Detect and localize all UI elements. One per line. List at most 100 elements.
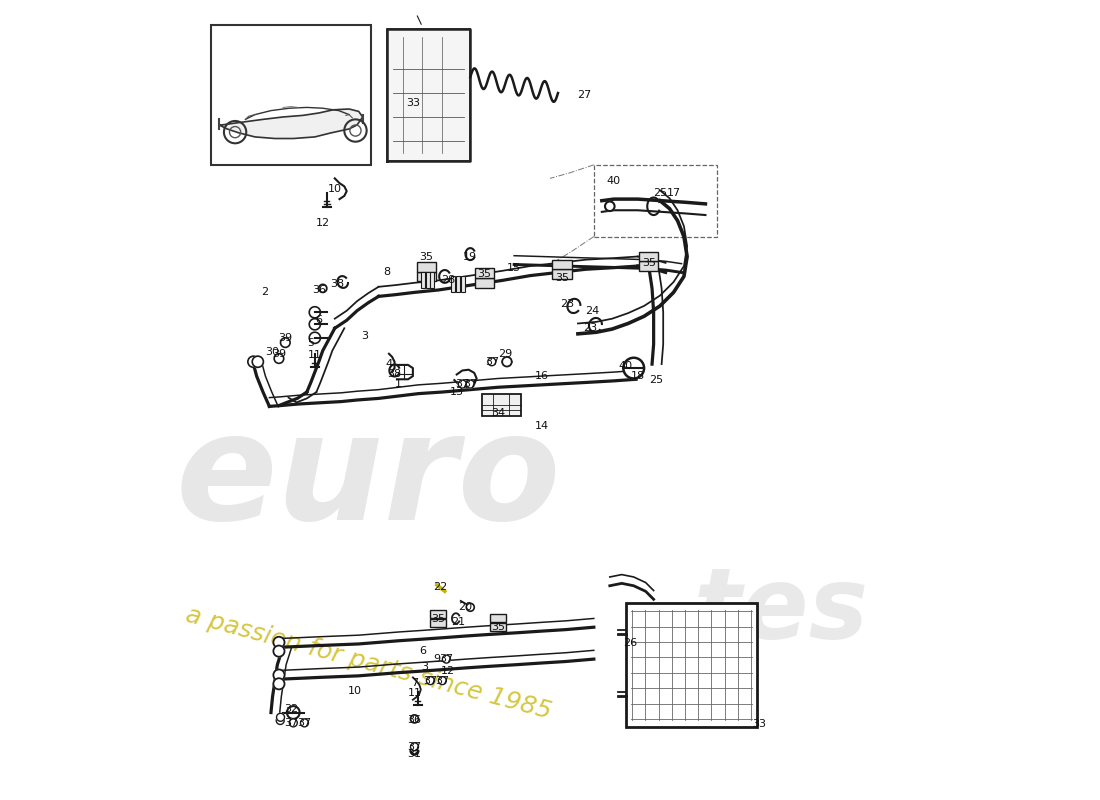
Polygon shape	[219, 109, 363, 138]
Circle shape	[287, 706, 299, 719]
Text: 21: 21	[451, 617, 465, 626]
Text: 37: 37	[424, 676, 438, 686]
Text: 18: 18	[630, 371, 645, 381]
Text: 6: 6	[419, 646, 426, 656]
Circle shape	[274, 670, 285, 681]
Text: 11: 11	[407, 688, 421, 698]
Text: 32: 32	[284, 704, 298, 714]
Circle shape	[466, 380, 474, 388]
Bar	[552, 270, 572, 279]
Text: 37: 37	[485, 357, 499, 366]
Text: 29: 29	[498, 349, 513, 358]
Bar	[455, 277, 460, 292]
Text: 28: 28	[441, 275, 455, 286]
Text: 36: 36	[407, 715, 421, 726]
Bar	[639, 252, 659, 262]
Bar	[491, 623, 506, 631]
Text: 16: 16	[535, 371, 549, 381]
Text: 35: 35	[419, 251, 433, 262]
Circle shape	[624, 358, 645, 378]
Text: 10: 10	[328, 184, 342, 194]
Circle shape	[274, 637, 285, 648]
Text: 2: 2	[261, 287, 268, 298]
Text: 33: 33	[752, 719, 766, 730]
Bar	[417, 272, 436, 282]
Text: 39: 39	[278, 333, 293, 343]
Text: 35: 35	[477, 269, 492, 279]
Bar	[491, 614, 506, 622]
Text: 40: 40	[618, 361, 632, 370]
Text: 31: 31	[407, 749, 421, 759]
Text: 37: 37	[439, 654, 453, 664]
Bar	[430, 619, 447, 627]
Text: 5: 5	[307, 338, 315, 347]
Circle shape	[459, 380, 466, 388]
Bar	[475, 278, 494, 287]
Text: 1: 1	[395, 379, 402, 389]
Text: 38: 38	[330, 279, 344, 290]
Text: 3: 3	[421, 662, 428, 672]
Circle shape	[466, 603, 474, 611]
Bar	[417, 262, 436, 272]
Bar	[421, 273, 425, 288]
Text: 35: 35	[431, 614, 446, 624]
Circle shape	[274, 354, 284, 363]
Text: 10: 10	[348, 686, 362, 696]
Bar	[552, 260, 572, 270]
Text: 12: 12	[316, 218, 330, 228]
Text: 35: 35	[642, 258, 656, 268]
Circle shape	[274, 678, 285, 690]
Text: 36: 36	[311, 285, 326, 295]
Text: 39: 39	[272, 349, 286, 358]
Circle shape	[252, 356, 263, 367]
Text: 15: 15	[507, 263, 521, 274]
Text: 3: 3	[362, 331, 369, 342]
Text: 37: 37	[463, 379, 477, 389]
Circle shape	[276, 714, 285, 722]
Circle shape	[410, 743, 418, 750]
Text: 24: 24	[585, 306, 600, 316]
Circle shape	[274, 646, 285, 657]
Text: 22: 22	[433, 582, 447, 592]
Bar	[482, 394, 520, 416]
Bar	[594, 165, 717, 237]
Text: 6: 6	[316, 315, 322, 326]
Circle shape	[605, 202, 615, 211]
Text: 14: 14	[535, 421, 549, 430]
Bar	[430, 273, 434, 288]
Text: 8: 8	[383, 267, 390, 278]
Text: 37: 37	[455, 379, 470, 389]
Bar	[426, 273, 430, 288]
Text: 23: 23	[561, 299, 574, 310]
Text: 35: 35	[556, 273, 569, 283]
Text: 7: 7	[411, 678, 418, 688]
Text: 20: 20	[458, 602, 472, 612]
Circle shape	[280, 338, 290, 347]
Bar	[451, 277, 455, 292]
Text: euro: euro	[175, 406, 561, 550]
Text: 23: 23	[583, 323, 597, 334]
Text: 12: 12	[441, 666, 455, 676]
Text: 4: 4	[385, 359, 393, 369]
Circle shape	[503, 357, 512, 366]
Text: 37: 37	[436, 676, 450, 686]
Circle shape	[248, 356, 258, 367]
Circle shape	[300, 719, 308, 727]
Circle shape	[276, 717, 284, 725]
Text: 27: 27	[578, 90, 592, 101]
Text: 19: 19	[463, 251, 477, 262]
Text: 35: 35	[492, 622, 505, 632]
Bar	[430, 610, 447, 618]
Text: 30: 30	[265, 347, 279, 357]
Text: 11: 11	[308, 350, 322, 360]
Text: 25: 25	[653, 188, 667, 198]
Text: 37: 37	[284, 718, 298, 728]
Circle shape	[289, 719, 297, 727]
Circle shape	[442, 655, 450, 663]
Text: 13: 13	[450, 387, 464, 397]
Text: 40: 40	[607, 176, 620, 186]
Text: 25: 25	[649, 375, 663, 385]
Text: 17: 17	[668, 188, 681, 198]
Bar	[386, 30, 471, 161]
Text: a passion for parts since 1985: a passion for parts since 1985	[184, 603, 554, 724]
